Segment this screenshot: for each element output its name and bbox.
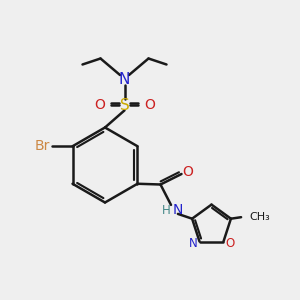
Text: O: O xyxy=(144,98,155,112)
Text: O: O xyxy=(183,166,194,179)
Text: N: N xyxy=(119,72,130,87)
Text: O: O xyxy=(226,236,235,250)
Text: N: N xyxy=(173,203,183,217)
Text: S: S xyxy=(120,98,129,112)
Text: O: O xyxy=(94,98,105,112)
Text: H: H xyxy=(162,203,171,217)
Text: Br: Br xyxy=(34,139,50,153)
Text: CH₃: CH₃ xyxy=(250,212,270,222)
Text: N: N xyxy=(188,236,197,250)
